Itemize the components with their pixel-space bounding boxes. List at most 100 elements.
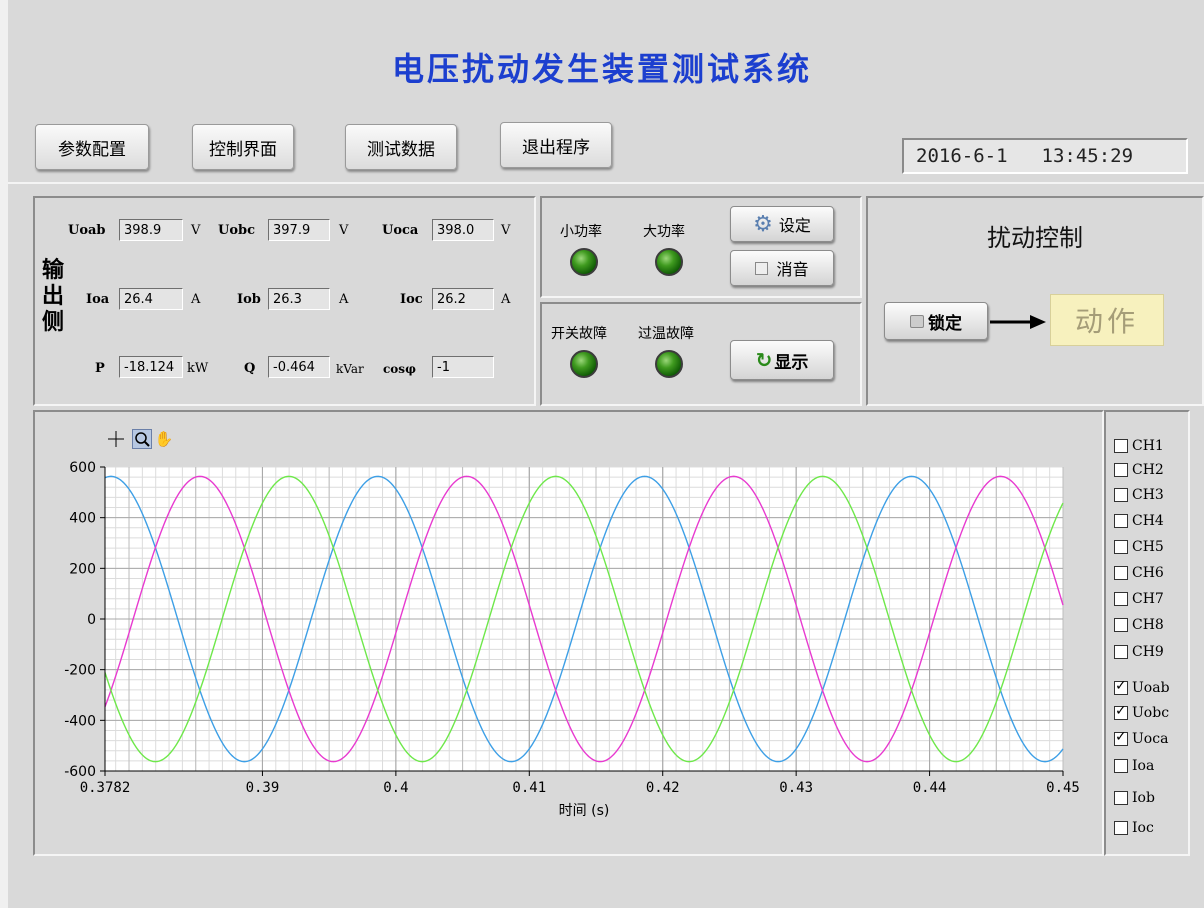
- legend-item-uoca[interactable]: Uoca: [1114, 729, 1169, 747]
- test-data-button[interactable]: 测试数据: [345, 124, 457, 170]
- time-text: 13:45:29: [1041, 145, 1134, 167]
- show-button[interactable]: ↻ 显示: [730, 340, 834, 380]
- channel-checkbox[interactable]: [1114, 729, 1128, 746]
- legend-item-ch5[interactable]: CH5: [1114, 539, 1164, 555]
- x-axis-label: 时间 (s): [559, 803, 610, 819]
- datetime-display: 2016-6-1 13:45:29: [902, 138, 1188, 174]
- large-power-label: 大功率: [643, 224, 685, 240]
- legend-item-ch8[interactable]: CH8: [1114, 617, 1164, 633]
- lock-button[interactable]: 锁定: [884, 302, 988, 340]
- ioc-label: Ioc: [400, 292, 423, 307]
- x-tick-label: 0.39: [246, 780, 280, 796]
- channel-label: Iob: [1132, 790, 1155, 806]
- overtemp-fault-label: 过温故障: [638, 326, 694, 342]
- uoab-label: Uoab: [68, 223, 106, 238]
- channel-checkbox[interactable]: [1114, 618, 1128, 632]
- channel-checkbox[interactable]: [1114, 759, 1128, 773]
- side-label-char: 侧: [42, 310, 65, 335]
- mute-button[interactable]: 消音: [730, 250, 834, 286]
- uoab-unit: V: [191, 223, 201, 238]
- channel-checkbox[interactable]: [1114, 678, 1128, 695]
- legend-item-uoab[interactable]: Uoab: [1114, 678, 1170, 696]
- iob-value: 26.3: [268, 288, 330, 310]
- uoca-label: Uoca: [382, 223, 419, 238]
- channel-checkbox[interactable]: [1114, 645, 1128, 659]
- mute-label: 消音: [776, 260, 809, 279]
- y-tick-label: 200: [69, 561, 96, 577]
- uobc-unit: V: [339, 223, 349, 238]
- large-power-led: [655, 248, 683, 276]
- channel-checkbox[interactable]: [1114, 463, 1128, 477]
- refresh-arrow-icon: ↻: [755, 348, 773, 372]
- legend-item-ch9[interactable]: CH9: [1114, 644, 1164, 660]
- channel-label: CH5: [1132, 539, 1164, 555]
- x-tick-label: 0.45: [1046, 780, 1080, 796]
- channel-checkbox[interactable]: [1114, 821, 1128, 835]
- legend-item-ch3[interactable]: CH3: [1114, 487, 1164, 503]
- uobc-label: Uobc: [218, 223, 256, 238]
- legend-item-ch2[interactable]: CH2: [1114, 462, 1164, 478]
- switch-fault-led: [570, 350, 598, 378]
- legend-item-ioa[interactable]: Ioa: [1114, 758, 1154, 774]
- channel-label: Uoab: [1132, 680, 1170, 696]
- x-tick-label: 0.4: [383, 780, 408, 796]
- iob-label: Iob: [237, 292, 261, 307]
- legend-item-ch7[interactable]: CH7: [1114, 591, 1164, 607]
- channel-checkbox[interactable]: [1114, 514, 1128, 528]
- overtemp-fault-led: [655, 350, 683, 378]
- side-label-char: 输: [42, 258, 65, 283]
- mute-checkbox-icon: [755, 261, 769, 275]
- page-title: 电压扰动发生装置测试系统: [391, 50, 812, 88]
- lock-label: 锁定: [928, 313, 962, 334]
- ioc-value: 26.2: [432, 288, 494, 310]
- x-tick-label: 0.42: [646, 780, 680, 796]
- small-power-label: 小功率: [560, 224, 602, 240]
- channel-checkbox[interactable]: [1114, 540, 1128, 554]
- channel-checkbox[interactable]: [1114, 592, 1128, 606]
- legend-item-ioc[interactable]: Ioc: [1114, 820, 1154, 836]
- q-unit: kVar: [336, 362, 364, 376]
- channel-label: Ioa: [1132, 758, 1155, 774]
- y-tick-label: 0: [87, 612, 96, 628]
- param-config-button[interactable]: 参数配置: [35, 124, 149, 170]
- y-tick-label: -400: [64, 713, 96, 729]
- channel-label: CH2: [1132, 462, 1164, 478]
- channel-checkbox[interactable]: [1114, 791, 1128, 805]
- channel-checkbox[interactable]: [1114, 488, 1128, 502]
- uoca-value: 398.0: [432, 219, 494, 241]
- legend-item-uobc[interactable]: Uobc: [1114, 703, 1169, 721]
- channel-label: Uoca: [1132, 731, 1169, 747]
- cos-label: cosφ: [383, 362, 416, 376]
- action-indicator[interactable]: 动作: [1050, 294, 1164, 346]
- channel-checkbox[interactable]: [1114, 703, 1128, 720]
- legend-item-ch1[interactable]: CH1: [1114, 438, 1164, 454]
- channel-checkbox[interactable]: [1114, 566, 1128, 580]
- exit-button[interactable]: 退出程序: [500, 122, 612, 168]
- legend-item-iob[interactable]: Iob: [1114, 790, 1155, 806]
- channel-checkbox[interactable]: [1114, 439, 1128, 453]
- legend-item-ch6[interactable]: CH6: [1114, 565, 1164, 581]
- x-tick-label: 0.43: [779, 780, 813, 796]
- channel-label: CH3: [1132, 487, 1164, 503]
- set-label: 设定: [778, 216, 811, 235]
- p-label: P: [95, 361, 105, 376]
- set-button[interactable]: ⚙ 设定: [730, 206, 834, 242]
- channel-label: CH4: [1132, 513, 1164, 529]
- zoom-icon[interactable]: [132, 429, 152, 449]
- lock-icon: [910, 314, 924, 328]
- series-line-uoca: [104, 475, 1064, 763]
- switch-fault-label: 开关故障: [551, 326, 607, 342]
- uoab-value: 398.9: [119, 219, 183, 241]
- y-tick-label: -200: [64, 663, 96, 679]
- left-edge: [0, 0, 8, 908]
- legend-item-ch4[interactable]: CH4: [1114, 513, 1164, 529]
- side-label-char: 出: [42, 284, 65, 309]
- series-line-uoab: [104, 475, 1064, 763]
- channel-label: CH7: [1132, 591, 1164, 607]
- x-tick-label: 0.3782: [80, 780, 131, 796]
- q-label: Q: [244, 361, 256, 376]
- pan-hand-icon[interactable]: ✋: [154, 430, 174, 448]
- control-ui-button[interactable]: 控制界面: [192, 124, 294, 170]
- crosshair-icon[interactable]: [106, 429, 126, 449]
